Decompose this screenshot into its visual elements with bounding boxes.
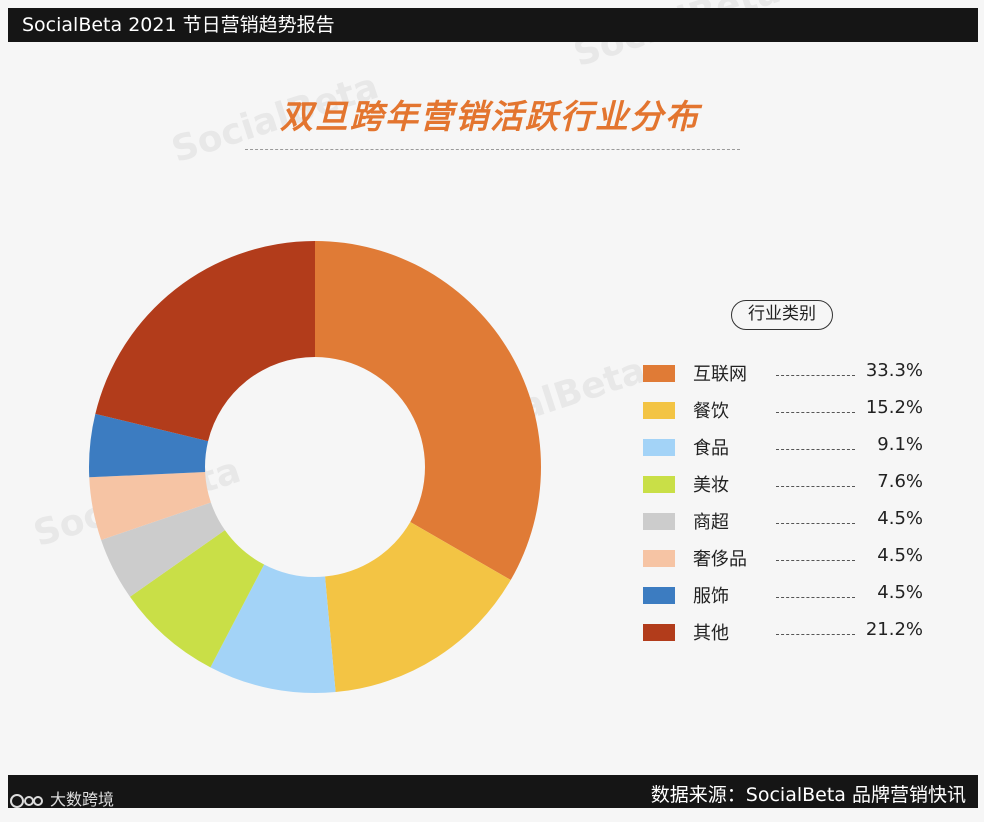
slice-7 [95,241,316,442]
legend-label: 餐饮 [693,401,729,422]
legend-swatch [643,624,675,641]
report-title: SocialBeta 2021 节日营销趋势报告 [22,14,335,36]
legend-swatch [643,550,675,567]
legend-label: 食品 [693,438,729,459]
legend-label: 商超 [693,512,729,533]
legend-value: 4.5% [877,508,923,529]
brand-logo-icon [10,793,43,808]
legend-swatch [643,402,675,419]
legend-value: 21.2% [865,619,923,640]
legend-leader [776,560,855,561]
legend-item: 其他 21.2% [643,615,933,652]
header-bar: SocialBeta 2021 节日营销趋势报告 [8,8,978,42]
legend: 互联网 33.3% 餐饮 15.2% 食品 9.1% 美妆 7.6% 商超 4.5% 奢侈品 4.5%… [643,356,933,652]
legend-item: 服饰 4.5% [643,578,933,615]
legend-leader [776,412,855,413]
legend-leader [776,449,855,450]
legend-item: 商超 4.5% [643,504,933,541]
legend-leader [776,523,855,524]
legend-value: 9.1% [877,434,923,455]
donut-slices [88,241,541,694]
legend-swatch [643,513,675,530]
legend-label: 美妆 [693,475,729,496]
legend-label: 其他 [693,623,729,644]
legend-swatch [643,365,675,382]
footer-bar: 数据来源：SocialBeta 品牌营销快讯 [8,775,978,808]
legend-label: 服饰 [693,586,729,607]
brand-name: 大数跨境 [50,790,115,809]
brand-mark: 大数跨境 [10,786,114,810]
legend-leader [776,486,855,487]
slice-6 [88,413,209,478]
legend-value: 33.3% [865,360,923,381]
slice-1 [325,522,511,693]
legend-item: 食品 9.1% [643,430,933,467]
slice-5 [89,472,211,540]
slice-0 [315,241,541,580]
slice-4 [101,502,225,597]
legend-leader [776,634,855,635]
legend-item: 美妆 7.6% [643,467,933,504]
legend-item: 奢侈品 4.5% [643,541,933,578]
legend-leader [776,375,855,376]
legend-value: 15.2% [865,397,923,418]
legend-value: 4.5% [877,545,923,566]
data-source: 数据来源：SocialBeta 品牌营销快讯 [650,784,966,806]
legend-label: 互联网 [693,364,747,385]
legend-item: 餐饮 15.2% [643,393,933,430]
chart-title: 双旦跨年营销活跃行业分布 [280,97,700,136]
legend-swatch [643,476,675,493]
legend-label: 奢侈品 [693,549,747,570]
legend-leader [776,597,855,598]
title-divider [245,149,740,150]
slice-3 [129,530,265,668]
legend-value: 7.6% [877,471,923,492]
legend-value: 4.5% [877,582,923,603]
legend-swatch [643,587,675,604]
legend-swatch [643,439,675,456]
legend-heading: 行业类别 [731,300,833,330]
slice-2 [210,564,336,694]
legend-item: 互联网 33.3% [643,356,933,393]
